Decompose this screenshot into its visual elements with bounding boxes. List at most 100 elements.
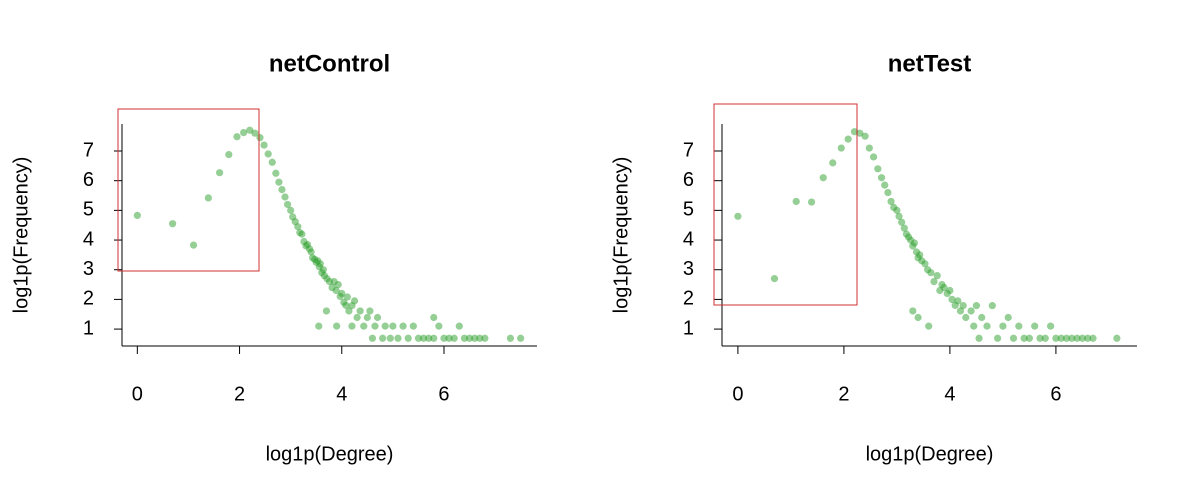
y-tick-label: 4: [83, 228, 94, 250]
highlight-box: [117, 108, 260, 272]
point: [272, 169, 280, 177]
point: [951, 301, 959, 309]
point: [506, 334, 515, 342]
point: [455, 322, 463, 330]
point: [895, 212, 903, 220]
point: [363, 313, 371, 322]
point: [890, 203, 898, 211]
point: [884, 188, 892, 197]
point: [366, 307, 374, 315]
point: [930, 277, 938, 286]
y-tick-label: 3: [683, 258, 694, 280]
y-tick-label: 6: [683, 169, 694, 191]
point: [1078, 334, 1087, 342]
point: [356, 307, 364, 315]
point: [435, 322, 443, 330]
point: [909, 307, 917, 315]
point: [133, 211, 141, 220]
point: [924, 266, 932, 274]
point: [425, 334, 433, 342]
point: [481, 334, 489, 342]
point: [994, 334, 1002, 342]
point: [909, 242, 917, 250]
point: [1036, 334, 1044, 342]
point: [972, 302, 981, 310]
y-axis-label: log1p(Frequency): [10, 157, 32, 314]
point: [300, 237, 308, 246]
y-tick-label: 4: [683, 228, 694, 250]
point: [933, 272, 941, 280]
point: [260, 141, 268, 149]
point: [336, 292, 344, 301]
point: [1084, 334, 1092, 342]
y-axis-label: log1p(Frequency): [610, 157, 632, 314]
point: [315, 322, 323, 330]
point: [734, 212, 742, 220]
point: [379, 334, 387, 342]
point: [1047, 322, 1055, 330]
point: [902, 230, 911, 238]
x-tick-label: 0: [132, 383, 143, 405]
y-tick-label: 7: [83, 139, 94, 161]
point: [869, 153, 878, 161]
point: [967, 307, 975, 315]
point: [819, 174, 827, 182]
point: [225, 150, 233, 159]
point: [283, 200, 292, 209]
x-tick-label: 2: [838, 383, 849, 405]
point: [936, 286, 944, 295]
point: [925, 322, 933, 330]
point: [309, 254, 317, 262]
point: [440, 334, 448, 342]
point: [371, 322, 379, 330]
x-tick-label: 6: [438, 383, 449, 405]
point: [956, 307, 965, 315]
point: [386, 334, 394, 342]
x-tick-label: 2: [234, 383, 245, 405]
point: [348, 302, 356, 310]
point: [340, 298, 348, 306]
point: [1015, 322, 1023, 330]
y-tick-label: 2: [83, 288, 94, 310]
point: [1004, 313, 1012, 322]
point: [389, 322, 397, 330]
point: [881, 181, 889, 189]
point: [318, 269, 326, 277]
point: [1057, 334, 1065, 342]
point: [289, 213, 297, 221]
point: [900, 224, 908, 232]
point: [450, 334, 458, 342]
y-tick-label: 3: [83, 258, 94, 280]
point: [975, 334, 983, 342]
point: [1020, 334, 1028, 342]
point: [517, 334, 525, 342]
point: [368, 334, 377, 342]
x-tick-label: 6: [1050, 383, 1061, 405]
point: [256, 134, 264, 142]
point: [938, 280, 946, 289]
point: [912, 248, 921, 256]
point: [381, 322, 389, 330]
point: [333, 322, 341, 330]
point: [373, 313, 382, 322]
point: [948, 295, 956, 304]
point: [914, 313, 922, 322]
point: [914, 254, 922, 262]
point: [264, 150, 272, 158]
point: [445, 334, 453, 342]
point: [1052, 334, 1060, 342]
point: [168, 220, 177, 228]
x-axis-label: log1p(Degree): [266, 443, 394, 465]
point: [345, 307, 353, 315]
point: [865, 144, 873, 152]
point: [1041, 334, 1049, 342]
x-tick-label: 4: [336, 383, 347, 405]
point: [850, 128, 859, 136]
point: [394, 334, 402, 342]
y-tick-label: 1: [683, 317, 694, 339]
point: [240, 129, 248, 137]
point: [792, 197, 800, 206]
point: [204, 194, 212, 202]
y-tick-label: 7: [683, 139, 694, 161]
point: [807, 198, 816, 206]
